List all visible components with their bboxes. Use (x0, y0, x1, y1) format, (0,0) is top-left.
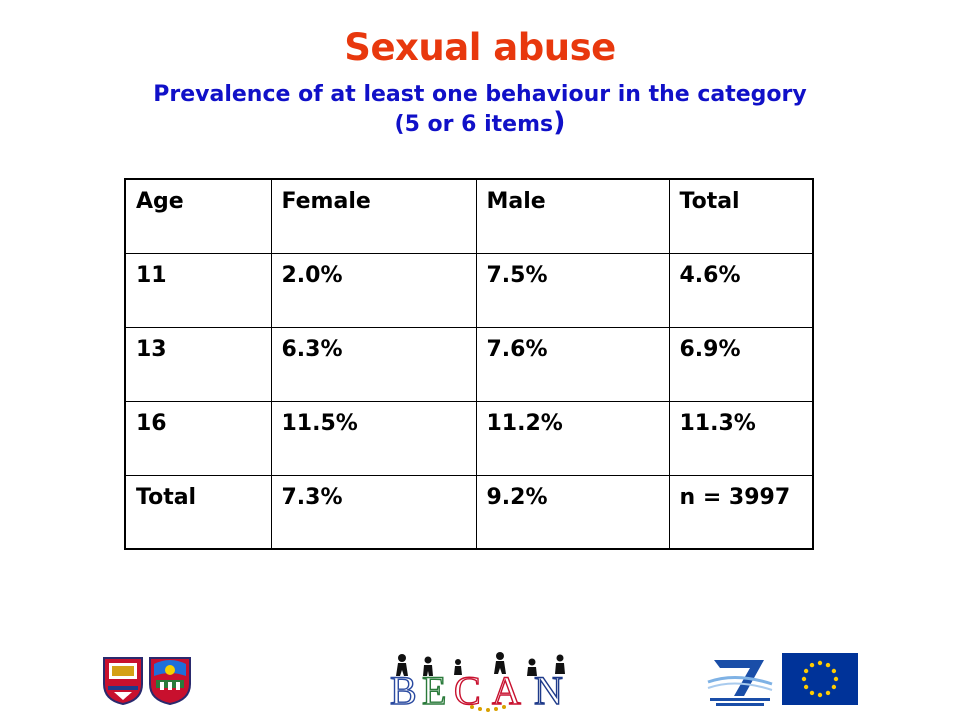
cell-age: 13 (124, 326, 272, 402)
svg-text:C: C (454, 668, 481, 713)
subtitle-close-paren: ) (553, 107, 566, 138)
svg-text:E: E (422, 668, 446, 713)
fp7-logo (707, 660, 773, 706)
svg-text:N: N (534, 668, 563, 713)
cell-male: 9.2% (475, 474, 670, 550)
svg-text:A: A (492, 668, 521, 713)
table-row: 13 6.3% 7.6% 6.9% (124, 326, 814, 402)
cell-age: Total (124, 474, 272, 550)
eu-flag-icon (782, 653, 858, 705)
cell-total: 6.9% (668, 326, 814, 402)
header-total: Total (668, 178, 814, 254)
header-male: Male (475, 178, 670, 254)
table-header-row: Age Female Male Total (124, 178, 814, 254)
city-crest-icon (149, 657, 191, 706)
cell-age: 11 (124, 252, 272, 328)
cell-male: 11.2% (475, 400, 670, 476)
cell-male: 7.6% (475, 326, 670, 402)
cell-female: 11.5% (270, 400, 477, 476)
slide-title: Sexual abuse (344, 26, 616, 69)
cell-female: 2.0% (270, 252, 477, 328)
cell-age: 16 (124, 400, 272, 476)
table-row: 11 2.0% 7.5% 4.6% (124, 252, 814, 328)
cell-female: 7.3% (270, 474, 477, 550)
slide-subtitle-line2: (5 or 6 items) (0, 107, 960, 138)
table-row: 16 11.5% 11.2% 11.3% (124, 400, 814, 476)
becan-logo: B E C A N (388, 648, 574, 714)
cell-total: n = 3997 (668, 474, 814, 550)
university-crest-icon (103, 657, 143, 706)
prevalence-table: Age Female Male Total 11 2.0% 7.5% 4.6% … (124, 178, 814, 550)
slide-subtitle-line1: Prevalence of at least one behaviour in … (153, 82, 807, 107)
cell-male: 7.5% (475, 252, 670, 328)
cell-female: 6.3% (270, 326, 477, 402)
header-female: Female (270, 178, 477, 254)
cell-total: 4.6% (668, 252, 814, 328)
table-row: Total 7.3% 9.2% n = 3997 (124, 474, 814, 550)
header-age: Age (124, 178, 272, 254)
cell-total: 11.3% (668, 400, 814, 476)
subtitle-line2-text: (5 or 6 items (394, 112, 554, 137)
svg-text:B: B (390, 668, 417, 713)
